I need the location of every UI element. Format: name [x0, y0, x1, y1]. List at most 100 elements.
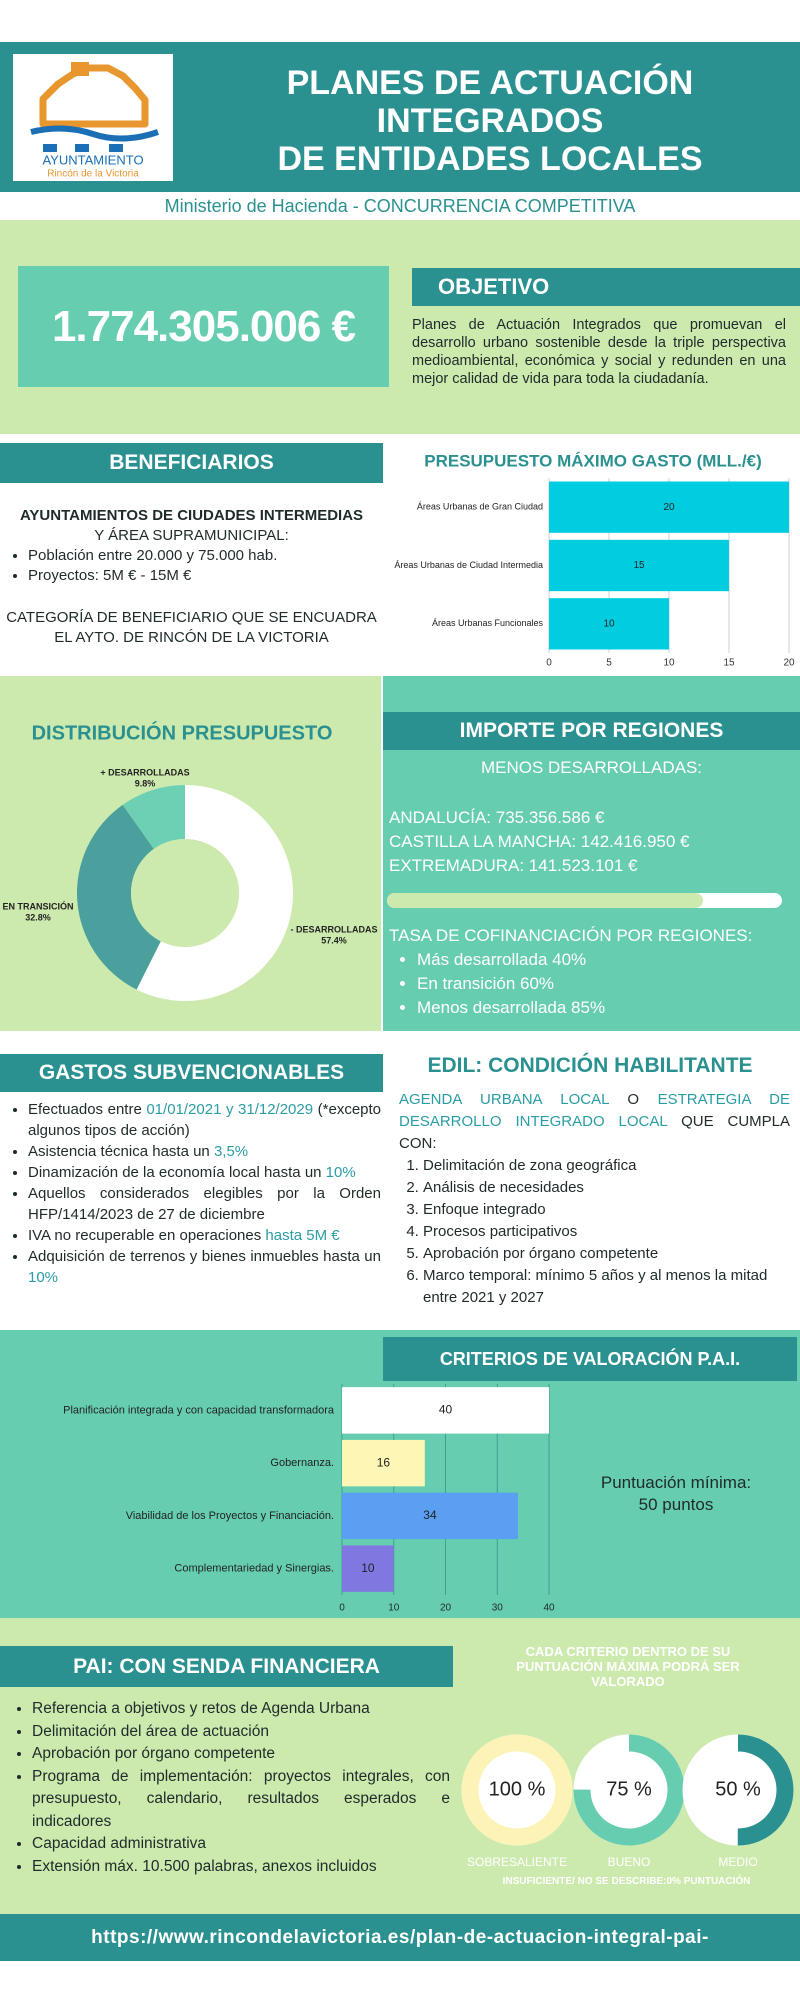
list-item: Adquisición de terrenos y bienes inmuebl… — [28, 1246, 381, 1288]
text-segment: Dinamización de la economía local hasta … — [28, 1164, 326, 1181]
slice-value-label: 57.4% — [321, 935, 347, 945]
bar-value-label: 10 — [361, 1561, 375, 1575]
x-tick-label: 20 — [783, 658, 795, 669]
list: Referencia a objetivos y retos de Agenda… — [4, 1698, 450, 1878]
gauge-value-label: 75 % — [606, 1778, 652, 1800]
edil-body: AGENDA URBANA LOCAL O ESTRATEGIA DE DESA… — [399, 1089, 790, 1309]
list-item: Referencia a objetivos y retos de Agenda… — [32, 1698, 450, 1721]
text-segment: hasta 5M € — [265, 1227, 340, 1244]
y-tick-label: Áreas Urbanas de Gran Ciudad — [417, 502, 543, 512]
section-header: CRITERIOS DE VALORACIÓN P.A.I. — [383, 1337, 797, 1381]
logo-subtext: Rincón de la Victoria — [47, 169, 139, 180]
list-item: Procesos participativos — [423, 1221, 790, 1243]
title-line: DE ENTIDADES LOCALES — [277, 140, 703, 178]
section-header: IMPORTE POR REGIONES — [383, 712, 800, 750]
bar — [342, 1492, 518, 1540]
y-tick-label: Planificación integrada y con capacidad … — [63, 1404, 335, 1416]
donut-slice — [122, 785, 185, 849]
gauge-label: BUENO — [608, 1855, 651, 1869]
bar-value-label: 20 — [663, 502, 675, 513]
text-segment: ESTRATEGIA DE DESARROLLO INTEGRADO LOCAL — [399, 1091, 790, 1130]
list-item: Delimitación del área de actuación — [32, 1721, 450, 1744]
heading: AYUNTAMIENTOS DE CIUDADES INTERMEDIAS — [19, 507, 364, 524]
list-item: Población entre 20.000 y 75.000 hab. — [28, 546, 383, 566]
slice-label: EN TRANSICIÓN — [2, 900, 73, 911]
text-segment: AGENDA URBANA LOCAL — [399, 1091, 609, 1108]
chart-title: DISTRIBUCIÓN PRESUPUESTO — [32, 720, 333, 744]
bar — [342, 1387, 549, 1434]
donut-slice — [136, 785, 293, 1001]
edil-intro: AGENDA URBANA LOCAL O ESTRATEGIA DE DESA… — [399, 1089, 790, 1155]
section-header: PAI: CON SENDA FINANCIERA — [0, 1646, 453, 1687]
text-segment: Aquellos considerados elegibles por la O… — [28, 1185, 381, 1223]
bar — [342, 1545, 394, 1592]
text-segment: O — [608, 1091, 658, 1108]
gauge-label: SOBRESALIENTE — [467, 1855, 567, 1869]
list-item: Aprobación por órgano competente — [32, 1743, 450, 1766]
slice-label: - DESARROLLADAS — [291, 924, 378, 934]
y-tick-label: Áreas Urbanas de Ciudad Intermedia — [394, 560, 543, 570]
x-tick-label: 5 — [606, 658, 612, 669]
x-tick-label: 40 — [543, 1603, 555, 1614]
text-segment: QUE CUMPLA CON: — [399, 1113, 790, 1152]
text-segment: Efectuados entre — [28, 1101, 147, 1118]
y-tick-label: Complementariedad y Sinergias. — [174, 1563, 334, 1575]
gauge-arc — [682, 1734, 794, 1846]
note-line: 50 puntos — [638, 1495, 714, 1514]
text-segment: Adquisición de terrenos y bienes inmuebl… — [28, 1248, 381, 1265]
gauge-chart: 100 % SOBRESALIENTE 75 % BUENO 50 % MEDIO — [461, 1734, 794, 1869]
list-item: Más desarrollada 40% — [417, 948, 794, 972]
text-segment: (*excepto algunos tipos de acción) — [28, 1101, 382, 1139]
heading: Y ÁREA SUPRAMUNICIPAL: — [94, 527, 289, 544]
chart-title: PRESUPUESTO MÁXIMO GASTO (MLL./€) — [424, 451, 762, 470]
list-item: En transición 60% — [417, 972, 794, 996]
donut-chart: DISTRIBUCIÓN PRESUPUESTO - DESARROLLADAS5… — [2, 720, 378, 1001]
text-segment: 3,5% — [213, 1143, 249, 1160]
gauge-label: MEDIO — [718, 1855, 757, 1869]
objetivo-text: Planes de Actuación Integrados que promu… — [412, 317, 786, 387]
logo-graphic: AYUNTAMIENTO Rincón de la Victoria — [30, 62, 159, 180]
text-segment: Asistencia técnica hasta un — [28, 1143, 214, 1160]
bar-chart: 0 10 20 30 40 40 Planificación integrada y con… — [63, 1384, 555, 1614]
x-tick-label: 10 — [388, 1603, 400, 1614]
slice-label: + DESARROLLADAS — [100, 767, 189, 777]
list-item: Aprobación por órgano competente — [423, 1243, 790, 1265]
text-segment: 10% — [28, 1269, 59, 1286]
gauge-value-label: 50 % — [715, 1778, 761, 1800]
region-line: EXTREMADURA: 141.523.101 € — [389, 856, 638, 875]
bar-value-label: 10 — [603, 618, 615, 629]
y-tick-label: Viabilidad de los Proyectos y Financiaci… — [126, 1510, 334, 1522]
note: CATEGORÍA DE BENEFICIARIO QUE SE ENCUADR… — [6, 609, 377, 646]
gauge-arc — [573, 1734, 685, 1846]
main-title: PLANES DE ACTUACIÓN INTEGRADOS DE ENTIDA… — [190, 64, 790, 178]
x-tick-label: 0 — [546, 658, 552, 669]
tasa: TASA DE COFINANCIACIÓN POR REGIONES: Más… — [389, 924, 794, 1020]
y-tick-label: Gobernanza. — [270, 1457, 334, 1469]
bar — [549, 539, 729, 592]
list-item: Extensión máx. 10.500 palabras, anexos i… — [32, 1856, 450, 1879]
bar-value-label: 16 — [377, 1455, 391, 1469]
section-header: OBJETIVO — [412, 268, 800, 306]
section-header: BENEFICIARIOS — [0, 443, 383, 483]
list-item: Aquellos considerados elegibles por la O… — [28, 1183, 381, 1225]
region-line: ANDALUCÍA: 735.356.586 € — [389, 808, 605, 827]
tasa-title: TASA DE COFINANCIACIÓN POR REGIONES: — [389, 926, 753, 945]
bar-value-label: 34 — [423, 1508, 437, 1522]
beneficiarios-body: AYUNTAMIENTOS DE CIUDADES INTERMEDIAS Y … — [0, 506, 383, 648]
bar — [342, 1439, 425, 1487]
list-item: Delimitación de zona geográfica — [423, 1155, 790, 1177]
bar-value-label: 40 — [439, 1403, 453, 1417]
bar — [549, 598, 669, 650]
list-item: Dinamización de la economía local hasta … — [28, 1162, 381, 1183]
x-tick-label: 10 — [663, 658, 675, 669]
regiones-lines: ANDALUCÍA: 735.356.586 € CASTILLA LA MANC… — [389, 806, 794, 878]
list-item: Asistencia técnica hasta un 3,5% — [28, 1141, 381, 1162]
gastos-body: Efectuados entre 01/01/2021 y 31/12/2029… — [0, 1099, 383, 1288]
x-tick-label: 15 — [723, 658, 735, 669]
logo: AYUNTAMIENTO Rincón de la Victoria — [13, 54, 173, 181]
list: Delimitación de zona geográficaAnálisis … — [399, 1155, 790, 1309]
gauge-value-label: 100 % — [489, 1778, 546, 1800]
budget-amount: 1.774.305.006 € — [18, 266, 389, 387]
list-item: IVA no recuperable en operaciones hasta … — [28, 1225, 381, 1246]
